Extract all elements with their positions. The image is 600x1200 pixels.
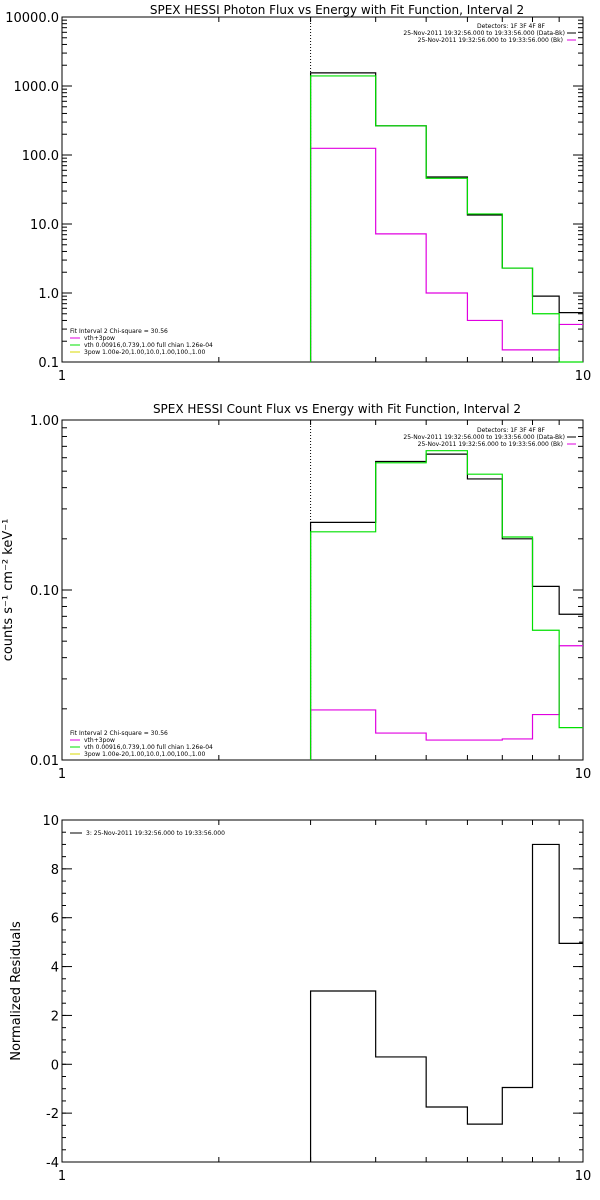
header-line: 25-Nov-2011 19:32:56.000 to 19:33:56.000…: [403, 434, 565, 441]
y-tick-label: 0.10: [30, 584, 59, 599]
count-flux-title: SPEX HESSI Count Flux vs Energy with Fit…: [153, 402, 521, 416]
x-tick-label: 1: [58, 1169, 66, 1184]
photon-flux-panel: SPEX HESSI Photon Flux vs Energy with Fi…: [5, 3, 591, 384]
x-tick-label: 1: [58, 369, 66, 384]
count-flux-fit-info: Fit Interval 2 Chi-square = 30.56 vth+3p…: [70, 730, 213, 758]
legend-label: 3: 25-Nov-2011 19:32:56.000 to 19:33:56.…: [86, 830, 225, 837]
photon-flux-plot-area: [61, 16, 584, 363]
y-tick-label: 0.1: [38, 356, 59, 371]
residuals-legend: 3: 25-Nov-2011 19:32:56.000 to 19:33:56.…: [70, 830, 225, 837]
fit-line: vth+3pow: [84, 737, 115, 744]
header-line: 25-Nov-2011 19:32:56.000 to 19:33:56.000…: [418, 37, 563, 44]
series-step-0: [309, 843, 583, 1162]
series-step-1: [309, 450, 583, 760]
y-tick-label: 1.00: [30, 414, 59, 429]
y-tick-label: 8: [51, 863, 59, 878]
count-flux-panel: SPEX HESSI Count Flux vs Energy with Fit…: [1, 402, 591, 782]
y-tick-label: 0: [51, 1058, 59, 1073]
y-tick-label: -2: [46, 1107, 59, 1122]
fit-line: vth+3pow: [84, 335, 115, 342]
fit-line: vth 0.00916,0.739,1.00 full chian 1.26e-…: [84, 342, 213, 349]
x-tick-label: 1: [58, 767, 66, 782]
fit-line: Fit Interval 2 Chi-square = 30.56: [70, 328, 168, 335]
residuals-panel: Normalized Residuals 1 10 10 8 6 4 2 0 -2 -4 3: 2…: [9, 814, 591, 1184]
photon-flux-header: Detectors: 1F 3F 4F 8F 25-Nov-2011 19:32…: [403, 23, 576, 44]
residuals-ylabel: Normalized Residuals: [9, 921, 24, 1061]
series-step-0: [309, 72, 583, 362]
fit-line: 3pow 1.00e-20,1.00,10.0,1.00,100.,1.00: [84, 349, 205, 356]
y-tick-label: 6: [51, 912, 59, 927]
y-tick-label: 10000.0: [5, 11, 59, 26]
x-tick-label: 10: [575, 767, 592, 782]
series-step-2: [309, 147, 583, 362]
y-tick-label: 10.0: [30, 218, 59, 233]
count-flux-ylabel: counts s⁻¹ cm⁻² keV⁻¹: [1, 519, 16, 662]
y-tick-label: 4: [51, 961, 59, 976]
fit-line: Fit Interval 2 Chi-square = 30.56: [70, 730, 168, 737]
header-line: 25-Nov-2011 19:32:56.000 to 19:33:56.000…: [403, 30, 565, 37]
fit-line: 3pow 1.00e-20,1.00,10.0,1.00,100.,1.00: [84, 751, 205, 758]
photon-flux-fit-info: Fit Interval 2 Chi-square = 30.56 vth+3p…: [70, 328, 213, 356]
y-tick-label: 100.0: [22, 149, 59, 164]
header-line: 25-Nov-2011 19:32:56.000 to 19:33:56.000…: [418, 441, 563, 448]
count-flux-plot-area: [61, 419, 584, 761]
x-tick-label: 10: [575, 1169, 592, 1184]
series-step-1: [309, 75, 583, 363]
series-step-2: [309, 645, 583, 760]
y-tick-label: 2: [51, 1009, 59, 1024]
x-tick-label: 10: [575, 369, 592, 384]
y-tick-label: 1.0: [38, 287, 59, 302]
y-tick-label: 10: [42, 814, 59, 829]
header-line: Detectors: 1F 3F 4F 8F: [477, 23, 546, 30]
fit-line: vth 0.00916,0.739,1.00 full chian 1.26e-…: [84, 744, 213, 751]
count-flux-header: Detectors: 1F 3F 4F 8F 25-Nov-2011 19:32…: [403, 427, 576, 448]
y-tick-label: 0.01: [30, 754, 59, 769]
photon-flux-title: SPEX HESSI Photon Flux vs Energy with Fi…: [150, 3, 524, 17]
header-line: Detectors: 1F 3F 4F 8F: [477, 427, 546, 434]
y-tick-label: 1000.0: [14, 80, 60, 95]
y-tick-label: -4: [46, 1156, 59, 1171]
